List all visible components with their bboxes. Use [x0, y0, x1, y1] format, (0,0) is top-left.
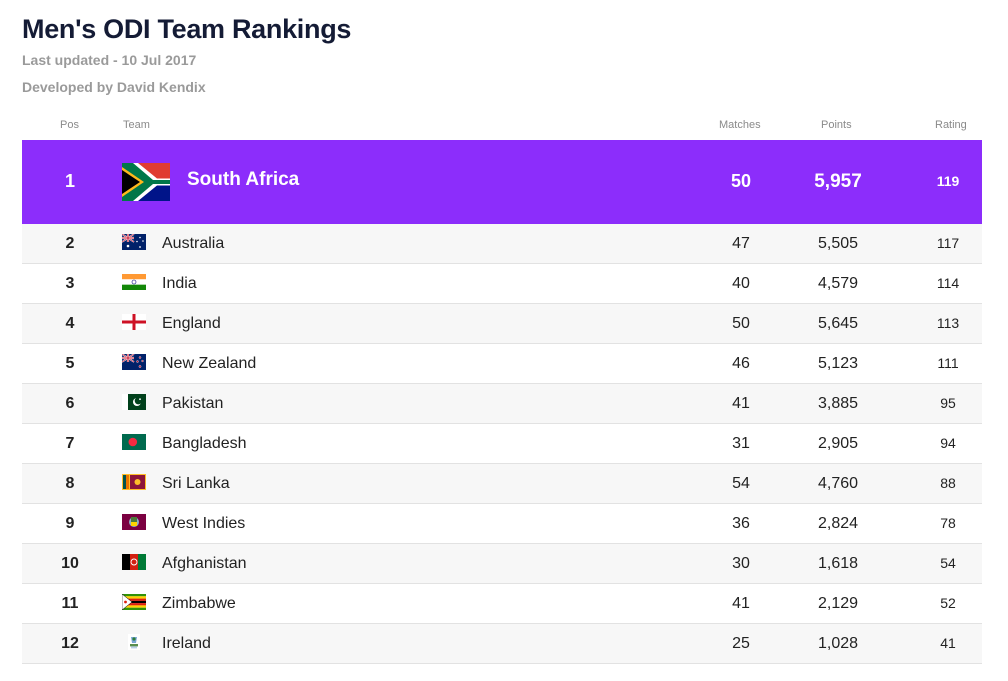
row-pos: 9	[65, 515, 75, 532]
page-title: Men's ODI Team Rankings	[22, 14, 352, 44]
australia-flag-icon	[122, 234, 146, 250]
rating-value: 95	[940, 395, 956, 411]
table-header: Pos Team Matches Points Rating	[22, 119, 982, 133]
team-name: Australia	[162, 235, 225, 252]
team-name: Afghanistan	[162, 555, 247, 572]
team-name: New Zealand	[162, 355, 257, 372]
points-value: 5,505	[817, 235, 859, 252]
matches-value: 41	[732, 395, 750, 412]
team-name: India	[162, 275, 197, 292]
matches-value: 41	[732, 595, 750, 612]
rating-value: 114	[936, 275, 960, 291]
matches-value: 50	[732, 315, 750, 332]
row-pos: 3	[65, 275, 75, 292]
matches-value: 36	[732, 515, 750, 532]
rating-value: 54	[940, 555, 956, 571]
row-pos: 10	[61, 555, 79, 572]
row-pos: 1	[64, 171, 75, 191]
table-row: 5 New Zealand 46 5,123 111	[22, 344, 982, 384]
last-updated-text: Last updated - 10 Jul 2017	[22, 52, 197, 68]
rating-value: 94	[940, 435, 956, 451]
afghanistan-flag-icon	[122, 554, 146, 570]
rating-value: 78	[940, 515, 956, 531]
table-row: 8 Sri Lanka 54 4,760 88	[22, 464, 982, 504]
rankings-list: 2 Australia 47 5,505 117	[22, 224, 982, 664]
developer-credit: Developed by David Kendix	[22, 79, 206, 95]
west-indies-flag-icon	[122, 514, 146, 530]
bangladesh-flag-icon	[122, 434, 146, 450]
header-matches: Matches	[719, 119, 761, 131]
matches-value: 47	[732, 235, 750, 252]
table-row: 9 West Indies 36 2,824 78	[22, 504, 982, 544]
rating-value: 111	[937, 355, 959, 371]
row-pos: 2	[65, 235, 75, 252]
rating-value: 113	[936, 315, 960, 331]
team-name: England	[162, 315, 221, 332]
table-row: 10 Afghanistan 30 1,618 54	[22, 544, 982, 584]
team-name: Bangladesh	[162, 435, 247, 452]
table-row: 4 England 50 5,645 113	[22, 304, 982, 344]
header-rating: Rating	[935, 119, 967, 131]
row-pos: 12	[61, 635, 79, 652]
header-pos: Pos	[60, 119, 79, 131]
rating-value: 119	[936, 173, 960, 189]
table-row: 6 Pakistan 41 3,885 95	[22, 384, 982, 424]
header-points: Points	[821, 119, 852, 131]
table-row: 12 Ireland 25 1,028 41	[22, 624, 982, 664]
zimbabwe-flag-icon	[122, 594, 146, 610]
new-zealand-flag-icon	[122, 354, 146, 370]
matches-value: 46	[732, 355, 750, 372]
points-value: 5,957	[814, 171, 862, 192]
team-name: South Africa	[187, 169, 300, 190]
row-pos: 5	[65, 355, 75, 372]
matches-value: 50	[730, 171, 752, 191]
team-name: Zimbabwe	[162, 595, 236, 612]
points-value: 4,579	[817, 275, 859, 292]
rating-value: 117	[936, 235, 960, 251]
points-value: 4,760	[817, 475, 859, 492]
points-value: 2,905	[817, 435, 859, 452]
points-value: 5,123	[817, 355, 859, 372]
row-pos: 8	[65, 475, 75, 492]
rating-value: 88	[940, 475, 956, 491]
ireland-flag-icon	[122, 634, 146, 650]
header-team: Team	[123, 119, 150, 131]
england-flag-icon	[122, 314, 146, 330]
rating-value: 52	[940, 595, 956, 611]
points-value: 1,028	[817, 635, 859, 652]
top-ranked-row: 1 South Africa 50 5,957 119	[22, 140, 982, 224]
india-flag-icon	[122, 274, 146, 290]
south-africa-flag-icon	[122, 163, 170, 201]
team-name: West Indies	[162, 515, 246, 532]
row-pos: 7	[65, 435, 75, 452]
matches-value: 40	[732, 275, 750, 292]
row-pos: 11	[61, 595, 79, 612]
pakistan-flag-icon	[122, 394, 146, 410]
team-name: Ireland	[162, 635, 211, 652]
points-value: 2,824	[817, 515, 859, 532]
points-value: 5,645	[817, 315, 859, 332]
points-value: 3,885	[817, 395, 859, 412]
matches-value: 54	[732, 475, 750, 492]
table-row: 2 Australia 47 5,505 117	[22, 224, 982, 264]
row-pos: 4	[65, 315, 75, 332]
team-name: Sri Lanka	[162, 475, 230, 492]
points-value: 1,618	[817, 555, 859, 572]
team-name: Pakistan	[162, 395, 224, 412]
row-pos: 6	[65, 395, 75, 412]
table-row: 3 India 40 4,579 114	[22, 264, 982, 304]
table-row: 11 Zimbabwe 41 2,129 52	[22, 584, 982, 624]
matches-value: 25	[732, 635, 750, 652]
sri-lanka-flag-icon	[122, 474, 146, 490]
table-row: 7 Bangladesh 31 2,905 94	[22, 424, 982, 464]
rating-value: 41	[940, 635, 956, 651]
matches-value: 31	[732, 435, 750, 452]
points-value: 2,129	[817, 595, 859, 612]
matches-value: 30	[732, 555, 750, 572]
